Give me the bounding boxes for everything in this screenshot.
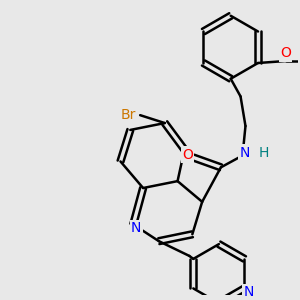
- Text: N: N: [131, 221, 141, 236]
- Text: Br: Br: [121, 108, 136, 122]
- Text: H: H: [259, 146, 269, 160]
- Text: O: O: [182, 148, 193, 161]
- Text: N: N: [243, 285, 254, 299]
- Text: O: O: [280, 46, 291, 60]
- Text: N: N: [239, 146, 250, 160]
